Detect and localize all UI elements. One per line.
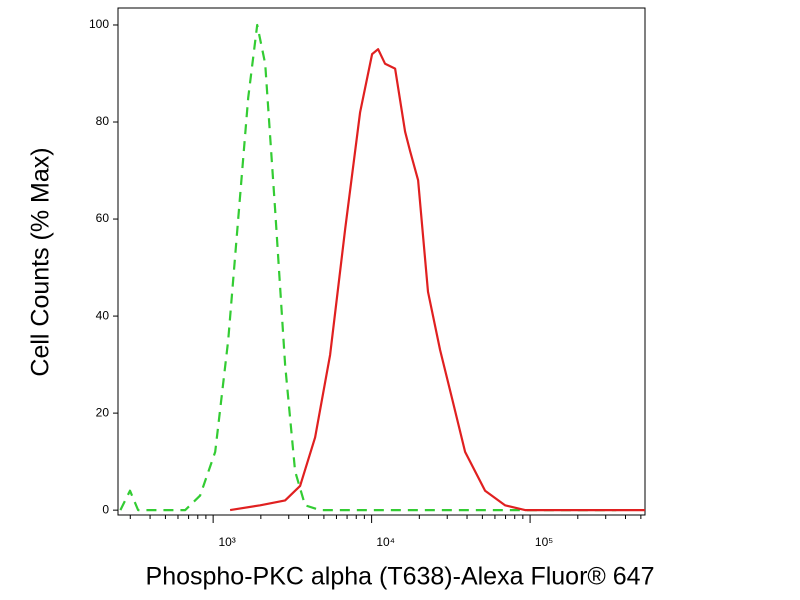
x-tick-label: 10⁴: [376, 535, 395, 549]
x-axis-title: Phospho-PKC alpha (T638)-Alexa Fluor® 64…: [146, 563, 655, 591]
y-tick-label: 100: [89, 17, 109, 31]
y-tick-label: 60: [96, 211, 110, 225]
series-line: [119, 23, 617, 512]
x-tick-label: 10⁵: [535, 535, 553, 549]
y-axis-title: Cell Counts (% Max): [27, 147, 55, 376]
y-tick-label: 80: [96, 114, 110, 128]
plot-frame: [117, 7, 646, 516]
y-tick-label: 0: [102, 502, 109, 516]
y-tick-label: 40: [96, 308, 110, 322]
series-line: [229, 48, 645, 512]
x-tick-label: 10³: [218, 535, 235, 549]
y-tick-label: 20: [96, 405, 110, 419]
